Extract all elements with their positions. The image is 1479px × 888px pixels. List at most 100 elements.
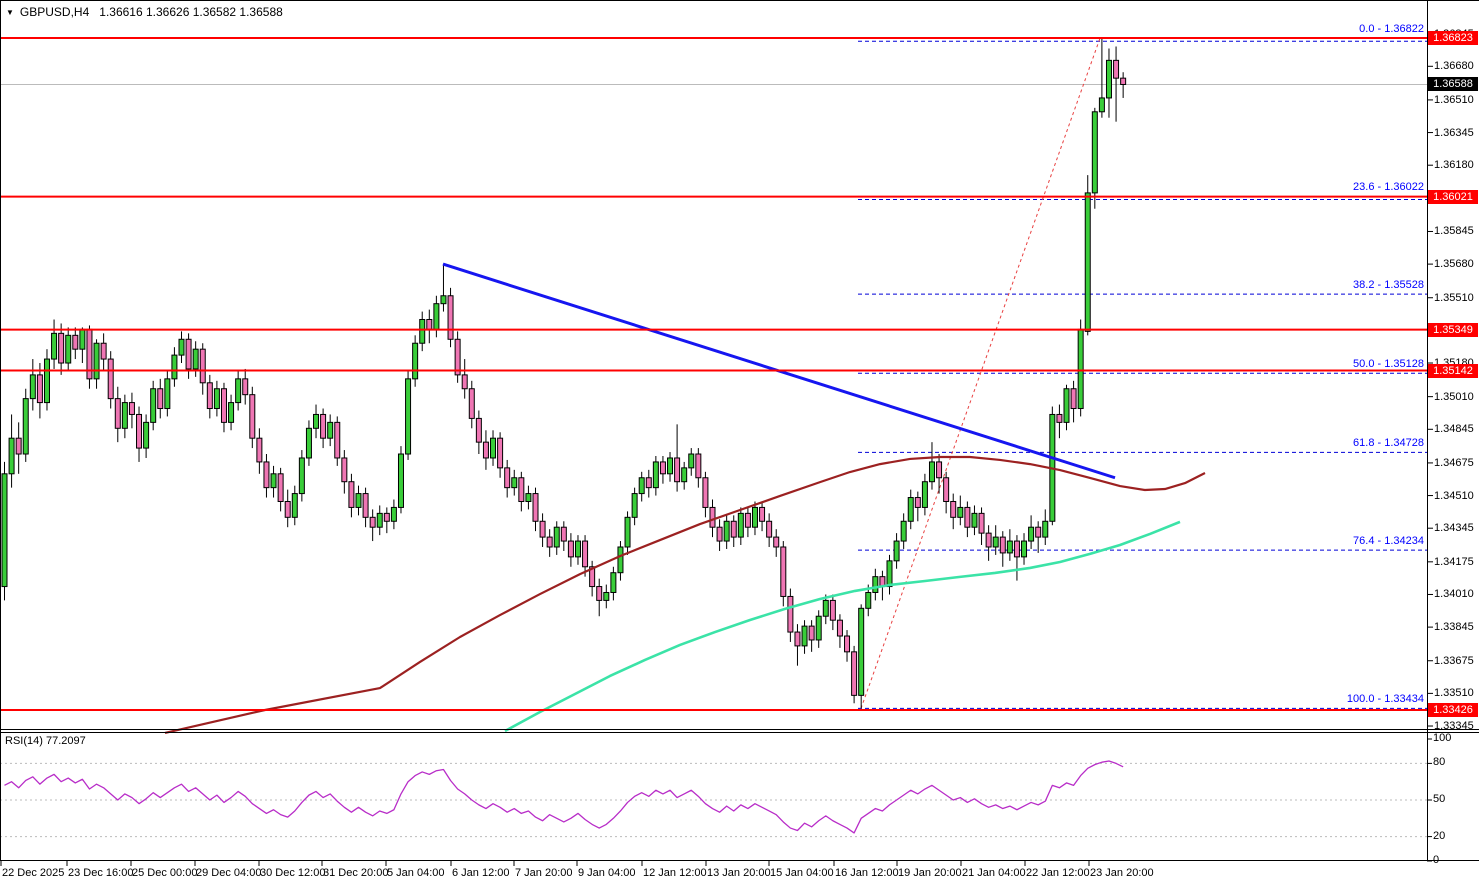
candle-bear bbox=[950, 500, 957, 518]
candle-bear bbox=[836, 619, 843, 637]
candle-bull bbox=[270, 473, 277, 489]
candle-bull bbox=[121, 402, 128, 429]
candle-bear bbox=[369, 516, 376, 528]
candle-bull bbox=[1006, 540, 1013, 554]
candle-bull bbox=[150, 388, 157, 423]
candle-bear bbox=[773, 536, 780, 548]
price-tick-label: 1.33675 bbox=[1434, 654, 1474, 667]
candle-bear bbox=[206, 382, 213, 410]
candle-bear bbox=[114, 398, 121, 429]
time-tick-label: 9 Jan 04:00 bbox=[578, 867, 636, 879]
candle-bull bbox=[886, 560, 893, 588]
candle-bull bbox=[815, 615, 822, 641]
fib-diagonal-line bbox=[860, 38, 1101, 709]
candle-bull bbox=[688, 453, 695, 469]
fib-label-100.0: 100.0 - 1.33434 bbox=[1346, 693, 1424, 706]
price-tick-label: 1.34175 bbox=[1434, 555, 1474, 568]
candle-bear bbox=[454, 338, 461, 376]
candle-bear bbox=[136, 413, 143, 449]
candle-bear bbox=[383, 512, 390, 522]
fib-label-50.0: 50.0 - 1.35128 bbox=[1353, 358, 1424, 371]
candle-bull bbox=[1105, 59, 1112, 99]
fib-label-38.2: 38.2 - 1.35528 bbox=[1353, 279, 1424, 292]
candle-bull bbox=[390, 506, 397, 522]
candle-bull bbox=[1, 473, 8, 588]
candle-bear bbox=[36, 374, 43, 404]
candle-bear bbox=[780, 546, 787, 597]
time-tick-label: 16 Jan 12:00 bbox=[835, 867, 899, 879]
rsi-tick-label: 50 bbox=[1433, 793, 1446, 805]
candle-bear bbox=[695, 453, 702, 479]
time-tick-label: 19 Jan 20:00 bbox=[898, 867, 962, 879]
candle-bear bbox=[482, 441, 489, 459]
candle-bear bbox=[1035, 526, 1042, 538]
candle-bull bbox=[213, 388, 220, 410]
fib-label-0.0: 0.0 - 1.36822 bbox=[1359, 23, 1424, 36]
level-price-tag: 1.33426 bbox=[1428, 702, 1478, 717]
candle-bear bbox=[766, 520, 773, 538]
time-tick-label: 21 Jan 04:00 bbox=[962, 867, 1026, 879]
candle-bull bbox=[907, 497, 914, 522]
candle-bull bbox=[992, 536, 999, 548]
candle-bull bbox=[490, 437, 497, 459]
candle-bull bbox=[412, 342, 419, 380]
level-price-tag: 1.36021 bbox=[1428, 189, 1478, 204]
candle-bull bbox=[822, 599, 829, 617]
candle-bear bbox=[277, 473, 284, 502]
candle-bear bbox=[461, 374, 468, 390]
ohlc-quotes-label: 1.36616 1.36626 1.36582 1.36588 bbox=[99, 5, 283, 19]
candle-bull bbox=[624, 516, 631, 548]
candle-bear bbox=[128, 402, 135, 415]
candle-bear bbox=[829, 599, 836, 621]
candle-bull bbox=[305, 427, 312, 459]
candle-bear bbox=[964, 506, 971, 528]
candle-bull bbox=[1028, 526, 1035, 542]
candle-bear bbox=[730, 520, 737, 538]
time-tick-label: 23 Jan 20:00 bbox=[1090, 867, 1154, 879]
candle-bull bbox=[143, 421, 150, 449]
candle-bull bbox=[291, 493, 298, 518]
candle-bear bbox=[985, 532, 992, 548]
candle-bull bbox=[178, 338, 185, 356]
candles bbox=[1, 38, 1127, 709]
candle-bull bbox=[228, 402, 235, 423]
chart-title: ▼ GBPUSD,H4 1.36616 1.36626 1.36582 1.3658… bbox=[6, 5, 283, 19]
symbol-period-label: GBPUSD,H4 bbox=[19, 5, 90, 19]
price-tick-label: 1.35010 bbox=[1434, 390, 1474, 403]
candle-bear bbox=[582, 540, 589, 568]
price-tick-label: 1.33845 bbox=[1434, 621, 1474, 634]
candle-bull bbox=[51, 332, 58, 360]
candle-bull bbox=[638, 477, 645, 495]
candle-bull bbox=[681, 467, 688, 483]
time-tick-label: 22 Dec 2025 bbox=[2, 867, 65, 879]
rsi-indicator-label: RSI(14) 77.2097 bbox=[5, 735, 86, 747]
candle-bull bbox=[921, 481, 928, 508]
candle-bull bbox=[603, 591, 610, 601]
candle-bear bbox=[497, 437, 504, 469]
candle-bull bbox=[511, 477, 518, 489]
time-tick-label: 22 Jan 12:00 bbox=[1026, 867, 1090, 879]
candle-bear bbox=[1113, 59, 1120, 79]
price-tick-label: 1.33345 bbox=[1434, 720, 1474, 733]
candle-bull bbox=[43, 358, 50, 404]
candle-bear bbox=[787, 595, 794, 633]
candle-bear bbox=[72, 334, 79, 350]
candle-bear bbox=[914, 497, 921, 508]
candle-bear bbox=[447, 295, 454, 340]
candle-bear bbox=[1070, 388, 1077, 410]
candle-bull bbox=[617, 546, 624, 574]
time-tick-label: 29 Dec 04:00 bbox=[196, 867, 262, 879]
fib-label-61.8: 61.8 - 1.34728 bbox=[1353, 437, 1424, 450]
candle-bear bbox=[1120, 77, 1127, 85]
symbol-dropdown-icon[interactable]: ▼ bbox=[6, 8, 14, 17]
candle-bull bbox=[65, 334, 72, 364]
candle-bear bbox=[58, 332, 65, 364]
candle-bull bbox=[667, 457, 674, 475]
candle-bear bbox=[759, 506, 766, 522]
candle-bear bbox=[546, 536, 553, 548]
price-tick-label: 1.36345 bbox=[1434, 126, 1474, 139]
price-tick-label: 1.34675 bbox=[1434, 456, 1474, 469]
price-tick-label: 1.35510 bbox=[1434, 291, 1474, 304]
price-tick-label: 1.34010 bbox=[1434, 588, 1474, 601]
